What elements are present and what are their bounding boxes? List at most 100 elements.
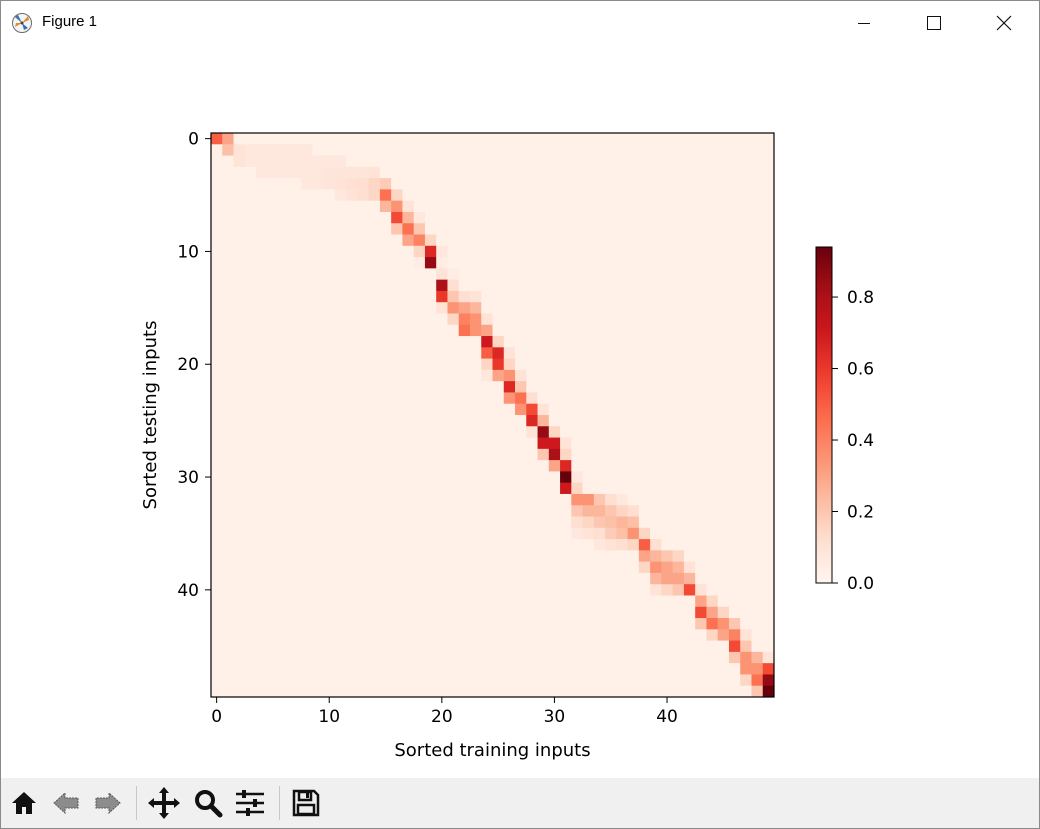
heatmap-cell: [334, 516, 347, 529]
title-bar[interactable]: Figure 1: [1, 1, 1039, 45]
heatmap-cell: [458, 584, 471, 596]
heatmap-cell: [346, 166, 358, 179]
heatmap-cell: [346, 437, 358, 450]
heatmap-cell: [244, 234, 257, 247]
heatmap-cell: [233, 685, 246, 698]
figure-canvas[interactable]: 0 10 20 30 40 0 10 20 30 40 Sorted training inpu…: [1, 45, 1039, 778]
save-button[interactable]: [287, 783, 325, 823]
heatmap-cell: [661, 189, 674, 202]
heatmap-cell: [571, 381, 584, 393]
heatmap-cell: [256, 663, 268, 675]
back-button[interactable]: [47, 783, 85, 823]
heatmap-cell: [256, 618, 268, 630]
heatmap-cell: [469, 336, 482, 348]
heatmap-cell: [650, 471, 662, 484]
heatmap-cell: [289, 302, 302, 314]
toolbar-separator: [279, 786, 280, 820]
heatmap-cell: [368, 595, 381, 608]
heatmap-cell: [391, 651, 403, 664]
heatmap-cell: [627, 595, 640, 608]
heatmap-cell: [616, 189, 629, 202]
heatmap-cell: [447, 426, 460, 439]
heatmap-cell: [368, 629, 381, 642]
heatmap-cell: [368, 211, 381, 224]
heatmap-cell: [436, 268, 448, 281]
heatmap-cell: [616, 493, 629, 506]
heatmap-cell: [346, 324, 358, 337]
heatmap-cell: [740, 415, 752, 427]
close-button[interactable]: [981, 1, 1027, 45]
pan-button[interactable]: [145, 783, 183, 823]
heatmap-cell: [312, 403, 325, 416]
heatmap-cell: [424, 302, 437, 314]
heatmap-cell: [717, 606, 730, 619]
heatmap-cell: [413, 234, 426, 247]
zoom-button[interactable]: [189, 783, 227, 823]
heatmap-cell: [211, 189, 223, 202]
heatmap-cell: [458, 313, 471, 326]
home-button[interactable]: [5, 783, 43, 823]
heatmap-cell: [424, 381, 437, 393]
heatmap-cell: [447, 448, 460, 461]
heatmap-cell: [244, 595, 257, 608]
heatmap-cell: [492, 324, 505, 337]
heatmap-cell: [289, 189, 302, 202]
heatmap-cell: [717, 178, 730, 190]
heatmap-cell: [717, 640, 730, 653]
heatmap-cell: [222, 302, 235, 314]
heatmap-cell: [571, 618, 584, 630]
heatmap-cell: [717, 561, 730, 574]
heatmap-cell: [312, 200, 325, 213]
heatmap-cell: [537, 516, 550, 529]
heatmap-cell: [728, 539, 741, 551]
heatmap-cell: [424, 133, 437, 145]
minimize-button[interactable]: [841, 1, 887, 45]
heatmap-cell: [447, 640, 460, 653]
heatmap-cell: [503, 257, 516, 269]
heatmap-cell: [717, 505, 730, 518]
heatmap-cell: [605, 189, 617, 202]
heatmap-cell: [492, 369, 505, 382]
heatmap-cell: [717, 381, 730, 393]
heatmap-cell: [256, 257, 268, 269]
minimize-icon: [858, 23, 870, 24]
heatmap-cell: [256, 403, 268, 416]
heatmap-cell: [638, 144, 651, 157]
heatmap-cell: [413, 448, 426, 461]
heatmap-cell: [323, 550, 336, 563]
heatmap-cell: [469, 651, 482, 664]
heatmap-cell: [515, 347, 527, 360]
heatmap-cell: [289, 640, 302, 653]
configure-subplots-button[interactable]: [231, 783, 269, 823]
heatmap-cell: [267, 324, 280, 337]
heatmap-cell: [312, 290, 325, 303]
heatmap-cell: [751, 178, 764, 190]
heatmap-cell: [481, 415, 493, 427]
heatmap-cell: [379, 437, 392, 450]
heatmap-cell: [503, 415, 516, 427]
heatmap-cell: [762, 651, 775, 664]
heatmap-cell: [323, 493, 336, 506]
heatmap-cell: [481, 493, 493, 506]
heatmap-cell: [424, 618, 437, 630]
forward-button[interactable]: [89, 783, 127, 823]
heatmap-cell: [560, 685, 572, 698]
heatmap-cell: [211, 392, 223, 405]
heatmap-cell: [762, 290, 775, 303]
maximize-button[interactable]: [911, 1, 957, 45]
heatmap-cell: [402, 651, 415, 664]
heatmap-cell: [560, 178, 572, 190]
heatmap-cell: [751, 426, 764, 439]
heatmap-cell: [616, 471, 629, 484]
heatmap-cell: [289, 200, 302, 213]
heatmap-cell: [424, 211, 437, 224]
heatmap-cell: [391, 493, 403, 506]
heatmap-cell: [571, 437, 584, 450]
heatmap-cell: [717, 189, 730, 202]
heatmap-cell: [582, 482, 595, 495]
heatmap-cell: [379, 358, 392, 371]
heatmap-cell: [346, 279, 358, 292]
heatmap-cell: [728, 527, 741, 540]
heatmap-cell: [683, 550, 696, 563]
heatmap-cell: [413, 211, 426, 224]
